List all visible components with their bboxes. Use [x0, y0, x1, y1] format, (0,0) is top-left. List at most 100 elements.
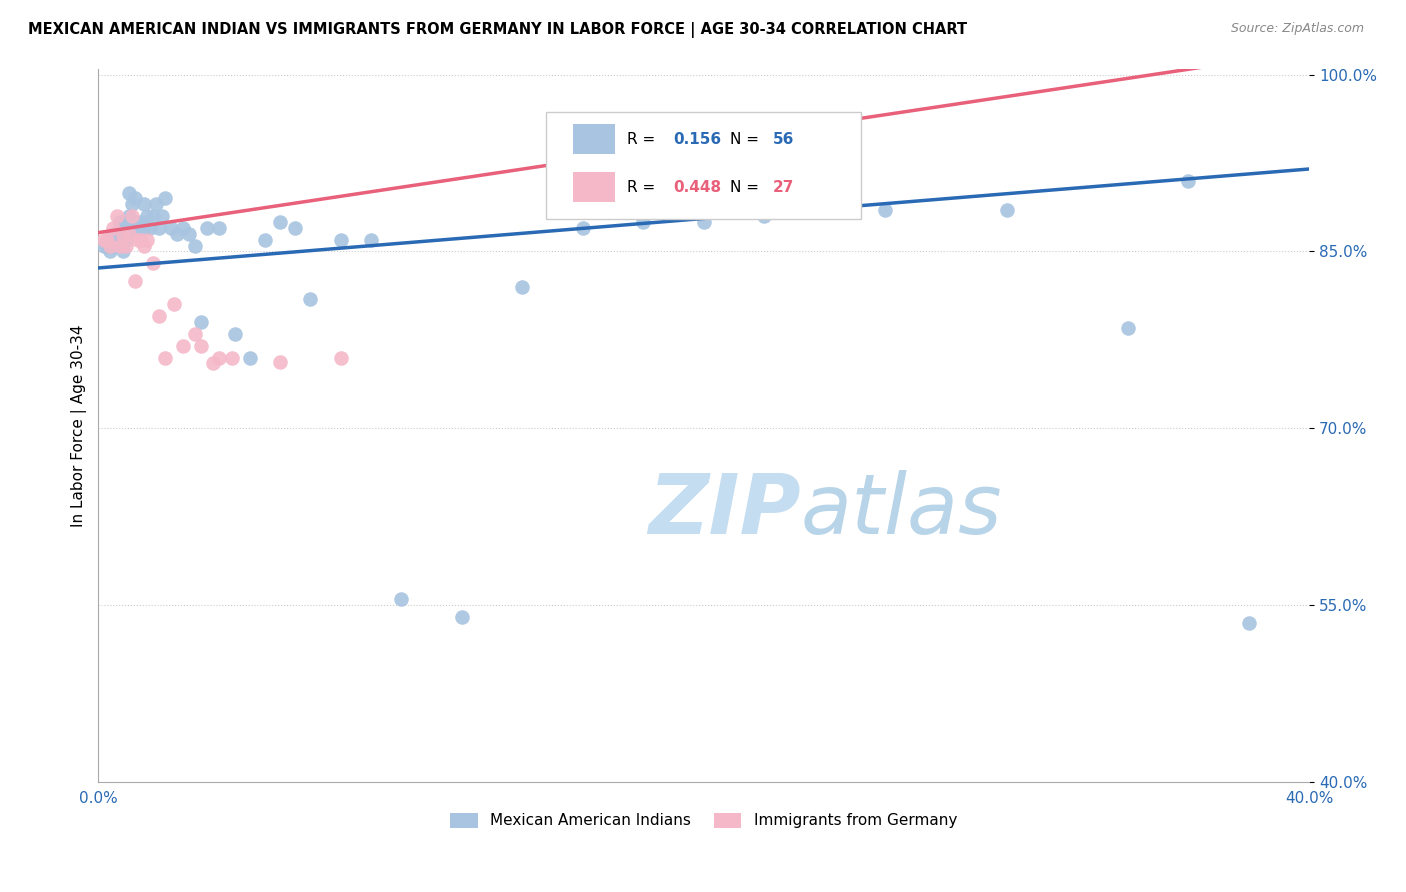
Point — [172, 220, 194, 235]
Point — [150, 209, 173, 223]
Point — [995, 203, 1018, 218]
Point — [105, 233, 128, 247]
Point — [166, 227, 188, 241]
Point — [139, 220, 162, 235]
Text: Source: ZipAtlas.com: Source: ZipAtlas.com — [1230, 22, 1364, 36]
Point — [631, 215, 654, 229]
Point — [111, 244, 134, 259]
Text: R =: R = — [627, 180, 661, 194]
Point — [124, 191, 146, 205]
Point — [221, 351, 243, 365]
Point — [208, 351, 231, 365]
Point — [450, 609, 472, 624]
Point — [145, 197, 167, 211]
Text: 0.156: 0.156 — [673, 132, 721, 146]
FancyBboxPatch shape — [547, 112, 862, 219]
Point — [132, 238, 155, 252]
Point — [208, 220, 231, 235]
Point — [117, 186, 139, 200]
Point — [329, 233, 352, 247]
Text: 0.448: 0.448 — [673, 180, 721, 194]
Y-axis label: In Labor Force | Age 30-34: In Labor Force | Age 30-34 — [72, 324, 87, 526]
Point — [100, 238, 122, 252]
Point — [184, 326, 207, 341]
FancyBboxPatch shape — [574, 172, 616, 202]
Point — [132, 197, 155, 211]
Point — [153, 191, 176, 205]
Point — [571, 220, 593, 235]
Point — [127, 220, 149, 235]
Point — [299, 292, 322, 306]
Point — [93, 233, 115, 247]
Point — [135, 233, 157, 247]
Point — [284, 220, 307, 235]
Point — [96, 233, 118, 247]
Point — [389, 592, 412, 607]
Point — [114, 233, 136, 247]
Point — [875, 203, 897, 218]
Point — [163, 297, 186, 311]
Point — [132, 220, 155, 235]
Point — [142, 256, 165, 270]
Point — [1177, 174, 1199, 188]
Point — [103, 227, 125, 241]
Point — [360, 233, 382, 247]
Text: ZIP: ZIP — [648, 470, 800, 551]
Point — [269, 215, 291, 229]
Point — [148, 220, 170, 235]
Point — [269, 355, 291, 369]
Point — [105, 209, 128, 223]
Point — [693, 215, 716, 229]
Text: R =: R = — [627, 132, 661, 146]
Point — [195, 220, 218, 235]
Text: N =: N = — [731, 132, 765, 146]
Point — [124, 215, 146, 229]
Point — [239, 351, 262, 365]
Point — [111, 220, 134, 235]
Point — [1116, 321, 1139, 335]
Point — [117, 215, 139, 229]
Point — [224, 326, 246, 341]
Point — [114, 238, 136, 252]
Point — [754, 209, 776, 223]
Point — [184, 238, 207, 252]
Point — [93, 238, 115, 252]
Point — [108, 238, 131, 252]
Point — [103, 220, 125, 235]
Point — [153, 351, 176, 365]
Point — [160, 220, 183, 235]
Point — [142, 209, 165, 223]
Point — [127, 233, 149, 247]
Point — [103, 238, 125, 252]
Point — [117, 209, 139, 223]
Point — [111, 230, 134, 244]
Point — [96, 238, 118, 252]
Text: 27: 27 — [773, 180, 794, 194]
Point — [190, 339, 212, 353]
Point — [121, 197, 143, 211]
Text: 56: 56 — [773, 132, 794, 146]
Point — [117, 227, 139, 241]
Point — [1237, 615, 1260, 630]
Point — [129, 215, 152, 229]
Point — [510, 280, 533, 294]
Point — [179, 227, 201, 241]
Text: MEXICAN AMERICAN INDIAN VS IMMIGRANTS FROM GERMANY IN LABOR FORCE | AGE 30-34 CO: MEXICAN AMERICAN INDIAN VS IMMIGRANTS FR… — [28, 22, 967, 38]
Point — [121, 220, 143, 235]
FancyBboxPatch shape — [574, 124, 616, 154]
Point — [108, 215, 131, 229]
Text: atlas: atlas — [800, 470, 1002, 551]
Point — [253, 233, 276, 247]
Point — [100, 244, 122, 259]
Point — [129, 233, 152, 247]
Point — [202, 356, 225, 370]
Point — [148, 310, 170, 324]
Point — [124, 274, 146, 288]
Point — [172, 339, 194, 353]
Text: N =: N = — [731, 180, 765, 194]
Point — [135, 209, 157, 223]
Point — [190, 315, 212, 329]
Point — [121, 209, 143, 223]
Point — [329, 351, 352, 365]
Legend: Mexican American Indians, Immigrants from Germany: Mexican American Indians, Immigrants fro… — [444, 806, 963, 835]
